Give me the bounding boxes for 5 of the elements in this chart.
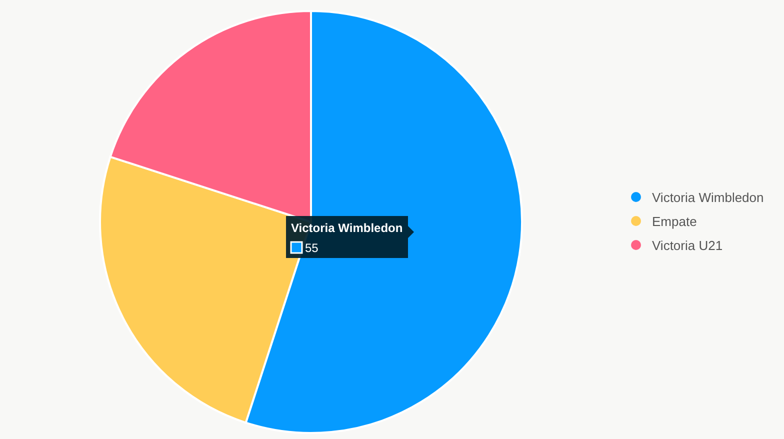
legend-label: Victoria Wimbledon [652,190,764,205]
data-label: 55 [305,241,319,255]
legend-label: Victoria U21 [652,238,723,253]
slice-label: Victoria Wimbledon [291,221,403,235]
legend-label: Empate [652,214,697,229]
